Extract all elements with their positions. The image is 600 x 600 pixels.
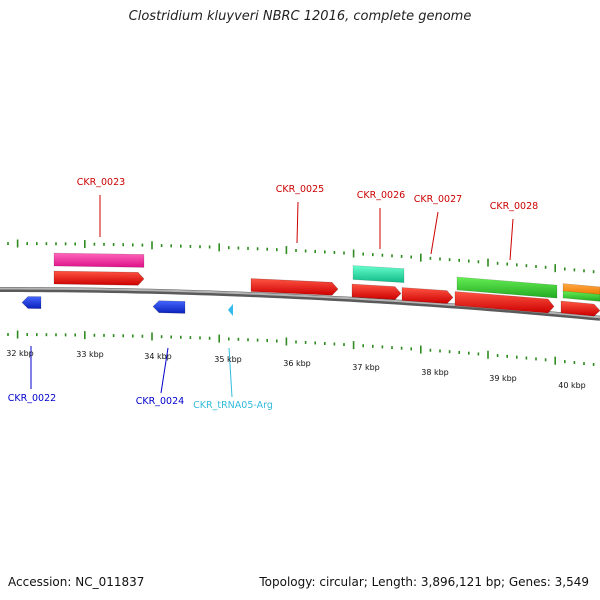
- scale-label: 38 kbp: [421, 368, 449, 377]
- functional-category-track: [53, 252, 600, 302]
- gene-label[interactable]: CKR_0024: [136, 396, 184, 407]
- scale-label: 35 kbp: [214, 355, 242, 364]
- inner-tick-track: [7, 330, 595, 366]
- label-leader-lines: [30, 195, 514, 398]
- genome-summary-text: Topology: circular; Length: 3,896,121 bp…: [259, 575, 589, 589]
- leader-line: [160, 347, 169, 394]
- functional-bar-green[interactable]: [562, 290, 600, 302]
- accession-text: Accession: NC_011837: [8, 575, 145, 589]
- gene-label[interactable]: CKR_0026: [357, 190, 405, 201]
- outer-tick-track: [7, 239, 595, 274]
- leader-line: [509, 218, 514, 261]
- functional-bar-pink[interactable]: [53, 252, 145, 268]
- gene-label[interactable]: CKR_0023: [77, 177, 125, 188]
- feature-track: [21, 270, 600, 317]
- gene-ckr-0028[interactable]: [454, 291, 555, 314]
- scale-label: 32 kbp: [6, 349, 34, 358]
- scale-labels: 32 kbp 33 kbp 34 kbp 35 kbp 36 kbp 37 kbp 38 k…: [6, 349, 586, 390]
- gene-ckr-0026[interactable]: [351, 283, 402, 300]
- scale-label: 34 kbp: [144, 352, 172, 361]
- gene-ckr-0029-partial[interactable]: [560, 300, 600, 317]
- leader-line: [430, 211, 439, 255]
- scale-label: 33 kbp: [76, 350, 104, 359]
- gene-ckr-0027[interactable]: [401, 287, 454, 304]
- gene-ckr-0025[interactable]: [250, 278, 339, 296]
- gene-label[interactable]: CKR_0027: [414, 194, 462, 205]
- gene-ckr-0023[interactable]: [53, 270, 145, 286]
- gene-ckr-0022[interactable]: [21, 296, 42, 309]
- gene-labels: CKR_0022 CKR_0023 CKR_0024 CKR_tRNA05-Arg CK…: [8, 177, 538, 411]
- gene-ckr-trna05-arg[interactable]: [228, 304, 233, 316]
- functional-bar-cyan[interactable]: [352, 265, 405, 283]
- gene-label[interactable]: CKR_0025: [276, 184, 324, 195]
- gene-ckr-0024[interactable]: [152, 300, 186, 314]
- scale-label: 39 kbp: [489, 374, 517, 383]
- gene-label[interactable]: CKR_0028: [490, 201, 538, 212]
- functional-bar-green[interactable]: [456, 276, 558, 299]
- leader-line: [228, 347, 233, 398]
- scale-label: 36 kbp: [283, 359, 311, 368]
- leader-line: [296, 201, 299, 244]
- scale-label: 40 kbp: [558, 381, 586, 390]
- gene-label[interactable]: CKR_0022: [8, 393, 56, 404]
- page-title: Clostridium kluyveri NBRC 12016, complet…: [128, 9, 472, 24]
- scale-label: 37 kbp: [352, 363, 380, 372]
- gene-label[interactable]: CKR_tRNA05-Arg: [193, 400, 273, 411]
